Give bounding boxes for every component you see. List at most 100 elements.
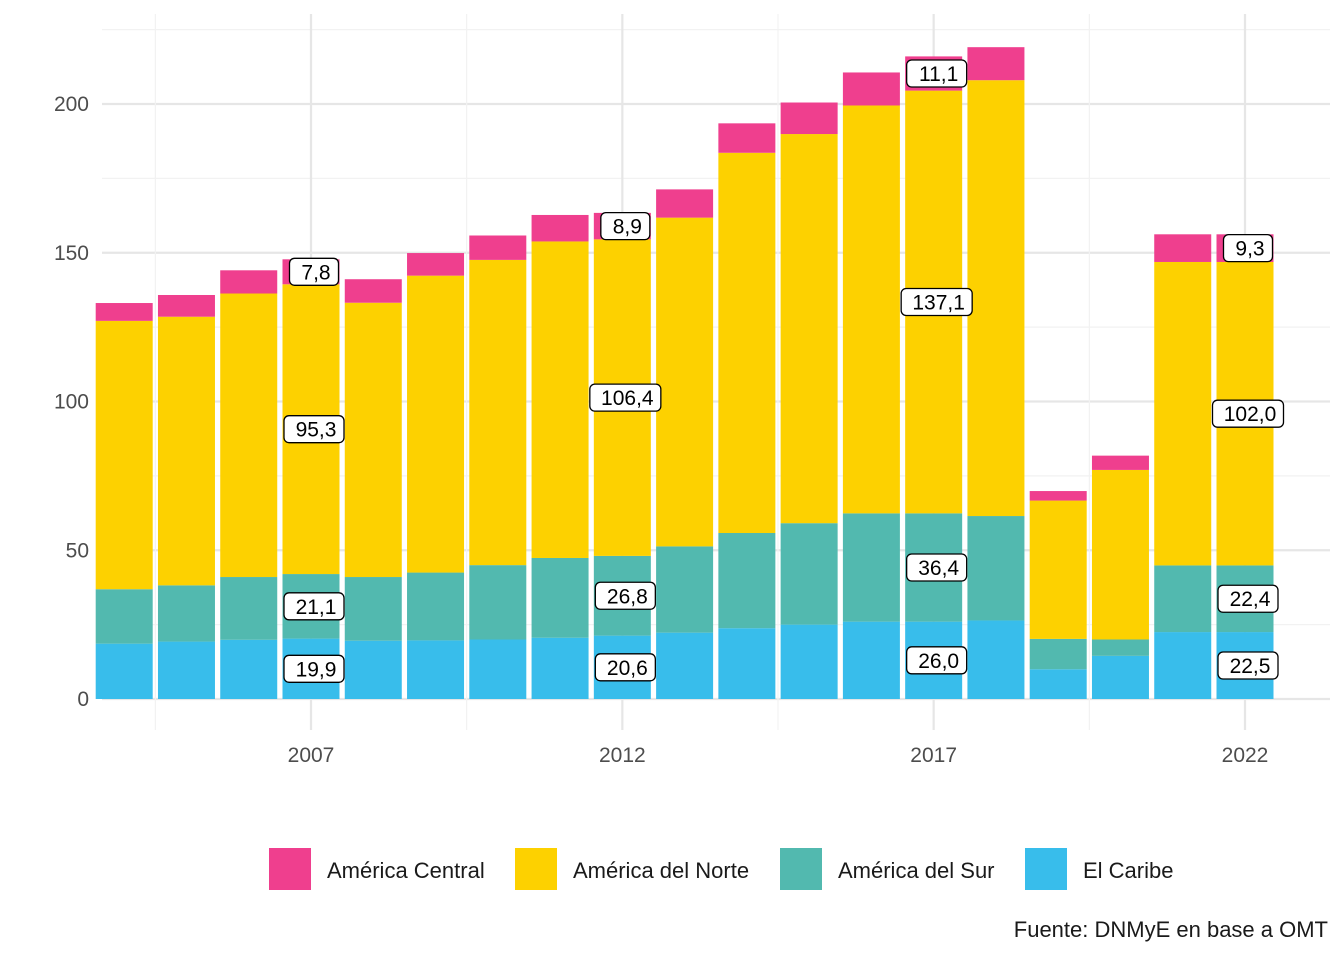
bar-segment (656, 189, 714, 218)
legend-swatch (269, 848, 311, 890)
bar-segment (531, 241, 589, 558)
data-label-box (288, 257, 340, 286)
bar-segment (967, 80, 1025, 517)
data-label-text: 11,1 (919, 63, 958, 86)
data-label-box (906, 646, 968, 675)
data-label-box (906, 59, 968, 88)
legend-item: El Caribe (1025, 848, 1173, 890)
x-tick-label: 2022 (1222, 744, 1269, 767)
bar-segment (469, 639, 527, 699)
bar-segment (220, 639, 278, 699)
data-label-text: 8,9 (613, 216, 642, 239)
bar-segment (1154, 234, 1212, 262)
bar-segment (780, 134, 838, 524)
bar-segment (344, 302, 402, 578)
data-label: 36,4 (906, 553, 968, 582)
bar-segment (656, 546, 714, 633)
legend-swatch (515, 848, 557, 890)
legend-label: El Caribe (1083, 858, 1173, 883)
bar-segment (157, 585, 215, 642)
bar-segment (1029, 638, 1087, 670)
bar-segment (1154, 632, 1212, 699)
bar-segment (780, 523, 838, 625)
data-label-text: 95,3 (296, 419, 337, 442)
legend-label: América del Norte (573, 858, 749, 883)
data-label-text: 26,0 (918, 650, 959, 673)
bar-segment (95, 303, 153, 321)
bar-segment (1091, 655, 1149, 699)
data-label-text: 19,9 (296, 658, 337, 681)
legend-label: América del Sur (838, 858, 995, 883)
data-label-box (1217, 584, 1279, 613)
data-label-box (283, 654, 345, 683)
bar-segment (157, 641, 215, 699)
bar-segment (157, 316, 215, 586)
data-label: 19,9 (283, 654, 345, 683)
data-label-text: 106,4 (601, 387, 654, 410)
data-label-text: 7,8 (301, 261, 330, 284)
bar-segment (1029, 669, 1087, 699)
data-label-text: 9,3 (1235, 238, 1264, 261)
bar-segment (967, 47, 1025, 81)
legend-swatch (780, 848, 822, 890)
bar-segment (656, 632, 714, 699)
bar-segment (95, 643, 153, 699)
y-tick-label: 150 (54, 242, 89, 265)
bar-segment (344, 640, 402, 699)
data-label: 26,8 (594, 581, 656, 610)
y-tick-label: 100 (54, 391, 89, 414)
bar-segment (780, 102, 838, 135)
bar-segment (407, 275, 465, 573)
data-label-box (1222, 233, 1274, 263)
data-label-text: 22,5 (1230, 655, 1271, 678)
data-label-box (283, 592, 345, 621)
bar-segment (718, 532, 776, 629)
x-tick-label: 2012 (599, 744, 646, 767)
data-label-box (589, 383, 662, 412)
data-labels-layer: 19,9 21,1 95,3 7,8 20,6 26,8 106,4 8,9 26,0 36,4 1… (283, 59, 1285, 683)
bar-segment (95, 320, 153, 590)
bar-segment (157, 294, 215, 317)
data-label: 22,5 (1217, 651, 1279, 680)
data-label-box (1217, 651, 1279, 680)
bar-segment (469, 565, 527, 640)
bar-segment (220, 293, 278, 578)
data-label-text: 22,4 (1230, 588, 1271, 611)
bar-segment (842, 621, 900, 699)
bar-segment (220, 577, 278, 640)
bar-segment (842, 513, 900, 622)
bar-segment (344, 279, 402, 303)
data-label-box (594, 653, 656, 682)
data-label-box (1211, 399, 1285, 428)
legend-swatch (1025, 848, 1067, 890)
bar-segment (1029, 491, 1087, 501)
bar-segment (1029, 500, 1087, 639)
bar-segment (407, 253, 465, 276)
legend: América Central América del Norte América … (269, 848, 1173, 890)
source-caption: Fuente: DNMyE en base a OMT (1013, 917, 1328, 942)
bar-segment (344, 577, 402, 641)
bar-segment (718, 123, 776, 153)
data-label-box (900, 287, 973, 317)
legend-item: América del Norte (515, 848, 749, 890)
bar-segment (780, 624, 838, 699)
x-tick-label: 2017 (910, 744, 957, 767)
data-label-text: 26,8 (607, 585, 648, 608)
bar-segment (1091, 469, 1149, 640)
data-label: 20,6 (594, 653, 656, 682)
axes-layer: 0 50 100 150 200 2007 2012 2017 2022 (54, 93, 1268, 767)
bar-segment (1091, 455, 1149, 470)
data-label-text: 20,6 (607, 657, 648, 680)
data-label: 9,3 (1222, 233, 1274, 263)
legend-item: América del Sur (780, 848, 995, 890)
data-label-text: 21,1 (296, 596, 337, 619)
bar-segment (469, 259, 527, 566)
data-label: 11,1 (906, 59, 968, 88)
data-label: 26,0 (906, 646, 968, 675)
bar-segment (469, 235, 527, 260)
legend-item: América Central (269, 848, 485, 890)
data-label: 21,1 (283, 592, 345, 621)
bar-segment (531, 557, 589, 638)
